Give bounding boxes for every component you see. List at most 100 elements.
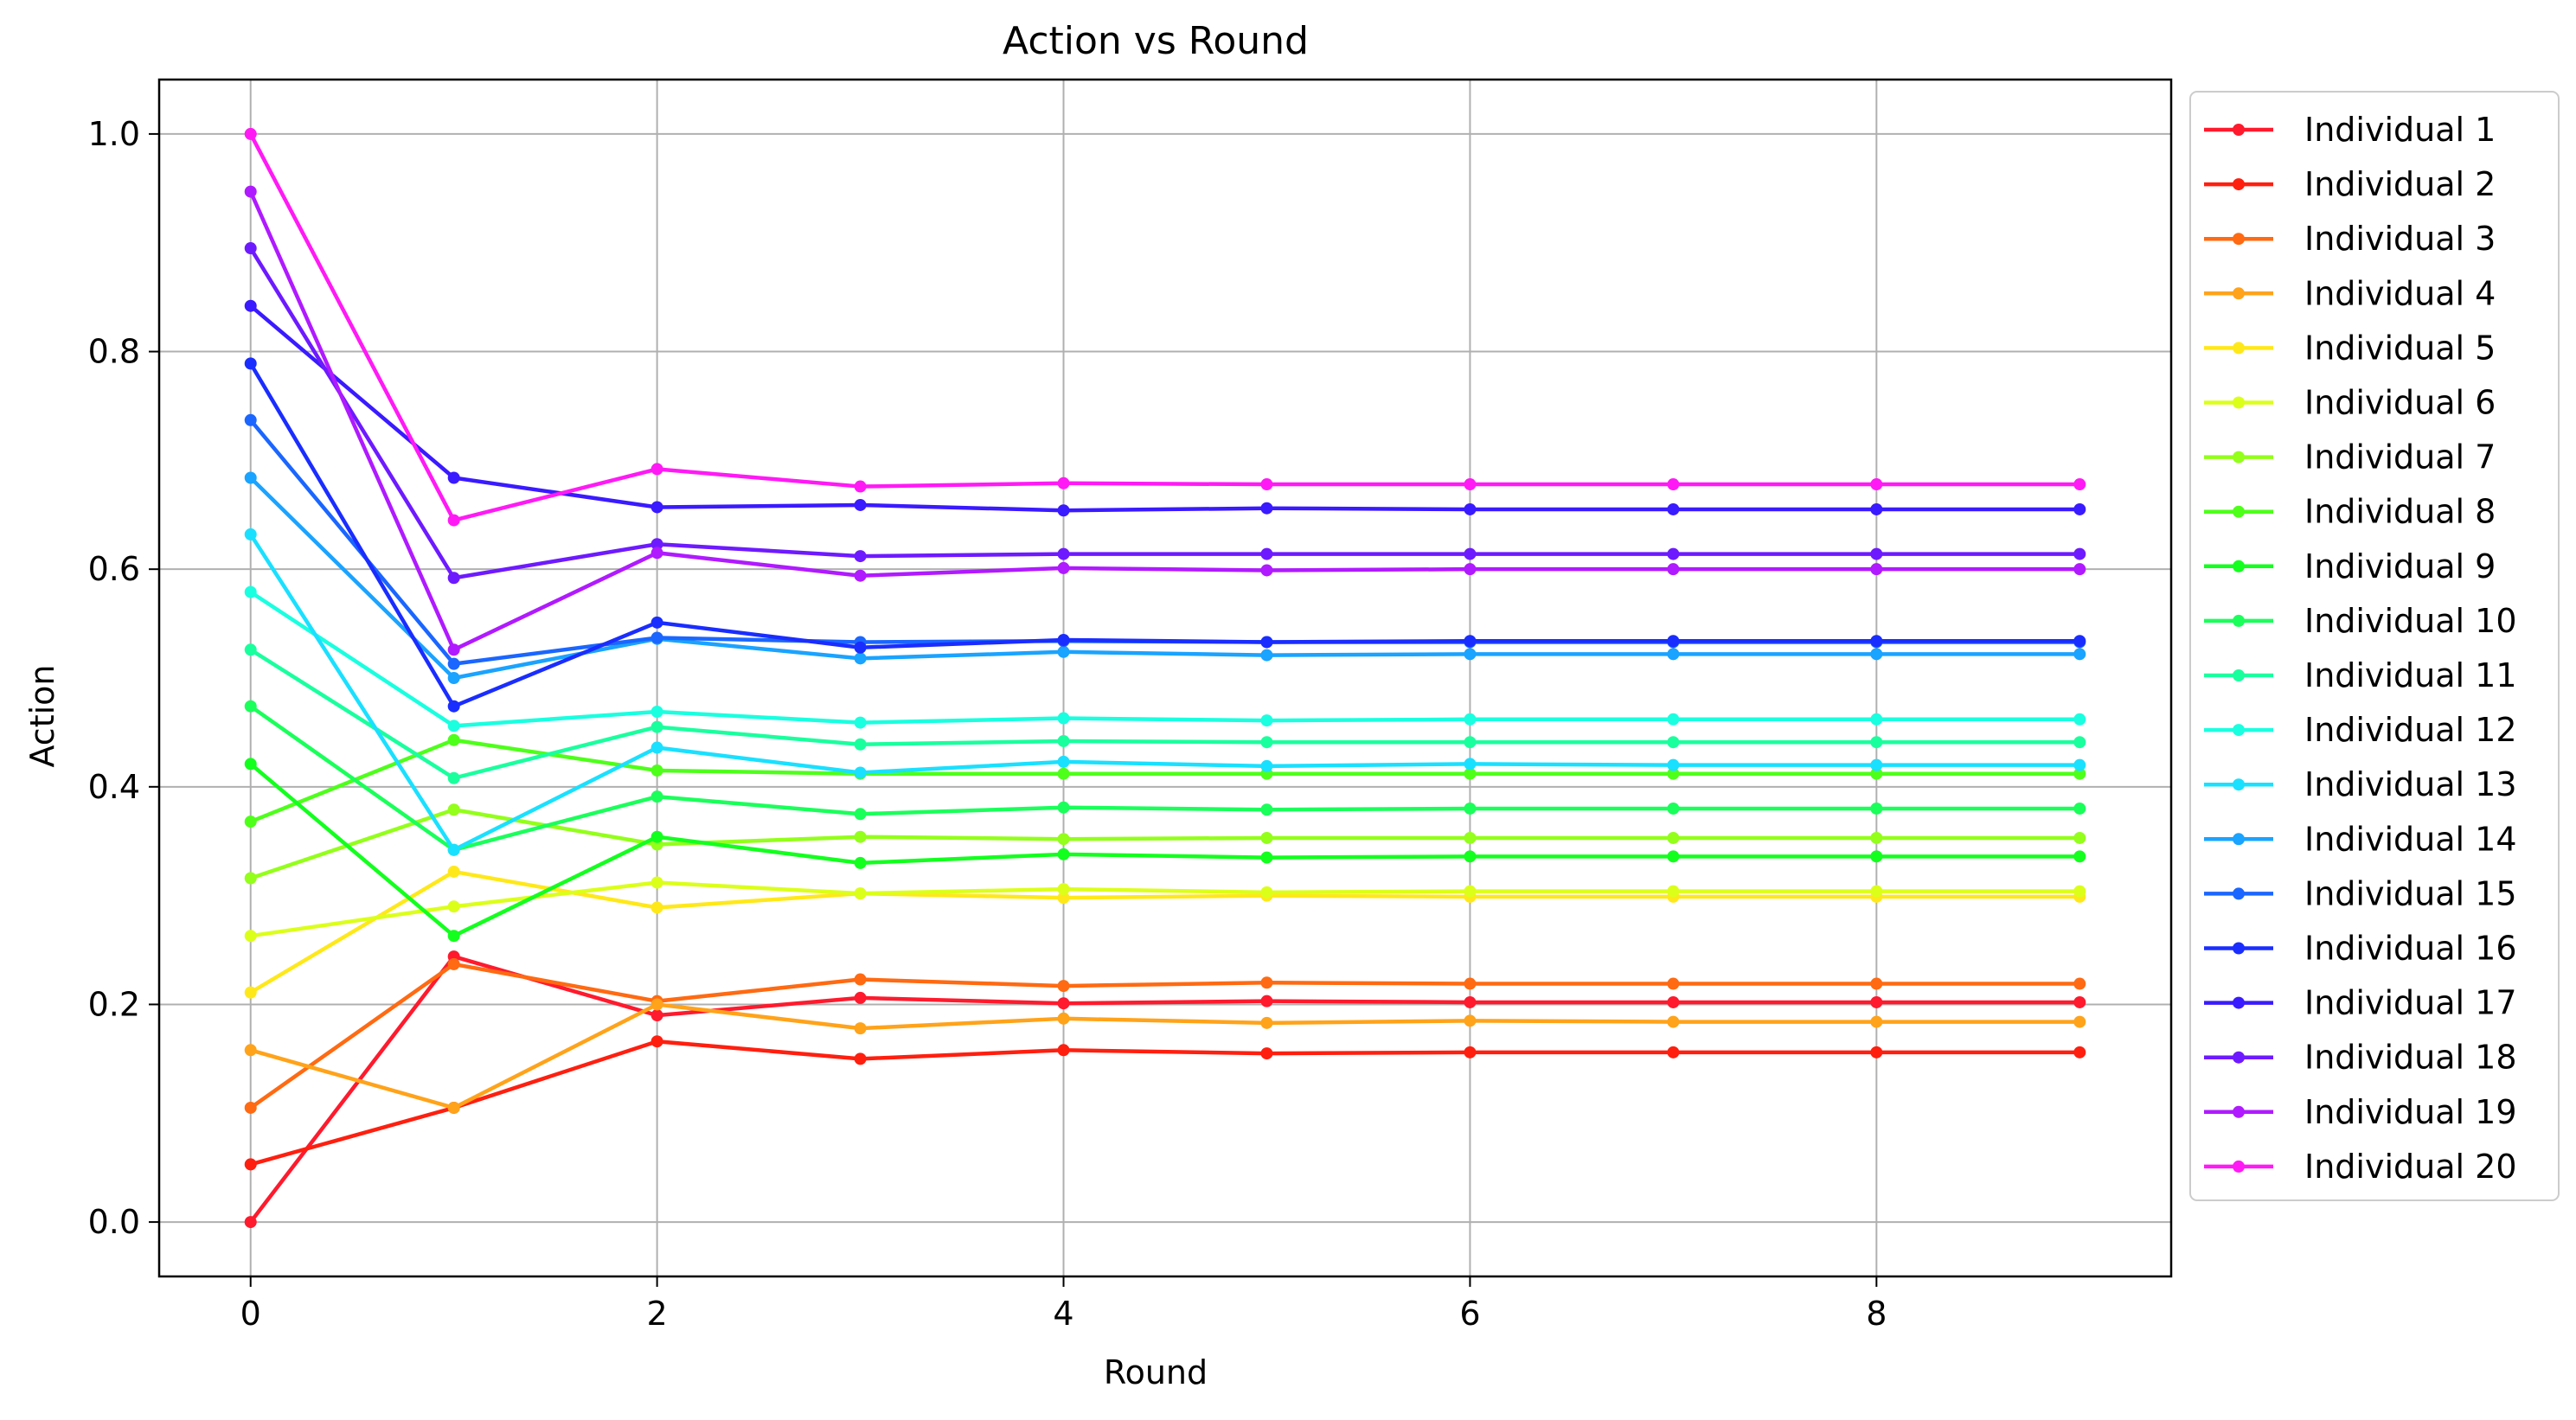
data-point — [2073, 767, 2086, 780]
legend-item: Individual 16 — [2204, 930, 2517, 968]
data-point — [1057, 633, 1070, 646]
data-point — [244, 127, 257, 140]
legend-item: Individual 10 — [2204, 602, 2517, 640]
data-point — [854, 856, 867, 869]
data-point — [854, 808, 867, 821]
data-point — [854, 1052, 867, 1065]
legend-item: Individual 3 — [2204, 220, 2496, 258]
legend-marker — [2233, 342, 2245, 355]
data-point — [1057, 767, 1070, 780]
legend-item: Individual 12 — [2204, 711, 2517, 749]
data-point — [1057, 833, 1070, 846]
legend-item: Individual 17 — [2204, 984, 2517, 1022]
data-point — [1870, 977, 1883, 990]
legend-marker — [2233, 1051, 2245, 1064]
data-point — [2073, 563, 2086, 576]
data-point — [854, 569, 867, 582]
data-point — [2073, 713, 2086, 726]
data-point — [2073, 1046, 2086, 1059]
data-point — [1260, 564, 1273, 577]
series-line — [250, 1039, 2080, 1167]
data-point — [854, 652, 867, 665]
legend-label: Individual 17 — [2304, 984, 2517, 1022]
data-point — [1870, 995, 1883, 1008]
data-point — [2073, 547, 2086, 560]
data-point — [1464, 502, 1477, 515]
data-point — [1260, 649, 1273, 662]
data-point — [1667, 547, 1680, 560]
data-point — [2073, 885, 2086, 898]
data-point — [650, 631, 663, 644]
data-point — [1260, 759, 1273, 772]
data-point — [650, 1035, 663, 1048]
data-point — [1057, 892, 1070, 905]
data-point — [1260, 636, 1273, 649]
data-point — [1667, 502, 1680, 515]
data-point — [650, 1009, 663, 1022]
data-point — [1870, 1015, 1883, 1028]
legend-item: Individual 9 — [2204, 547, 2496, 585]
legend-item: Individual 19 — [2204, 1093, 2517, 1131]
data-point — [244, 1044, 257, 1057]
data-point — [854, 716, 867, 729]
series-line — [250, 880, 2080, 938]
data-point — [1464, 758, 1477, 771]
data-point — [650, 706, 663, 719]
legend-marker — [2233, 287, 2245, 300]
data-point — [1870, 802, 1883, 815]
legend-label: Individual 7 — [2304, 438, 2496, 477]
x-tick-label: 6 — [1459, 1295, 1480, 1333]
data-point — [244, 471, 257, 484]
data-point — [1870, 713, 1883, 726]
data-point — [1870, 478, 1883, 491]
data-point — [1667, 802, 1680, 815]
data-point — [2073, 802, 2086, 815]
data-point — [2073, 831, 2086, 844]
series-line — [248, 246, 2080, 580]
data-point — [650, 720, 663, 733]
data-point — [1870, 635, 1883, 648]
data-point — [244, 413, 257, 426]
legend-label: Individual 12 — [2304, 711, 2517, 749]
legend-label: Individual 6 — [2304, 384, 2496, 422]
data-point — [1260, 976, 1273, 989]
data-point — [1057, 477, 1070, 489]
data-point — [244, 1216, 257, 1229]
data-point — [2073, 995, 2086, 1008]
data-point — [650, 547, 663, 560]
data-point — [447, 657, 460, 670]
data-point — [1667, 850, 1680, 863]
data-point — [1667, 885, 1680, 898]
data-point — [1464, 635, 1477, 648]
data-point — [447, 930, 460, 943]
data-point — [1260, 803, 1273, 816]
data-point — [244, 758, 257, 771]
legend-item: Individual 1 — [2204, 111, 2496, 149]
data-point — [1870, 736, 1883, 749]
data-point — [1057, 1044, 1070, 1057]
data-point — [1057, 712, 1070, 725]
series-20 — [244, 127, 2086, 527]
data-point — [1667, 977, 1680, 990]
y-tick-label: 0.6 — [88, 550, 140, 588]
legend-label: Individual 18 — [2304, 1039, 2517, 1077]
data-point — [854, 738, 867, 751]
x-tick-label: 0 — [240, 1295, 261, 1333]
data-point — [447, 733, 460, 746]
data-point — [854, 973, 867, 986]
data-point — [1260, 1016, 1273, 1029]
data-point — [447, 643, 460, 656]
data-point — [650, 830, 663, 843]
series-11 — [244, 643, 2086, 784]
series-line — [248, 954, 2080, 1224]
legend-marker — [2233, 505, 2245, 518]
x-tick-label: 2 — [647, 1295, 668, 1333]
series-line — [249, 704, 2080, 853]
series-line — [250, 807, 2080, 880]
legend-marker — [2233, 669, 2245, 681]
data-point — [447, 672, 460, 684]
data-point — [1870, 850, 1883, 863]
series-6 — [244, 876, 2086, 943]
data-point — [244, 986, 257, 999]
